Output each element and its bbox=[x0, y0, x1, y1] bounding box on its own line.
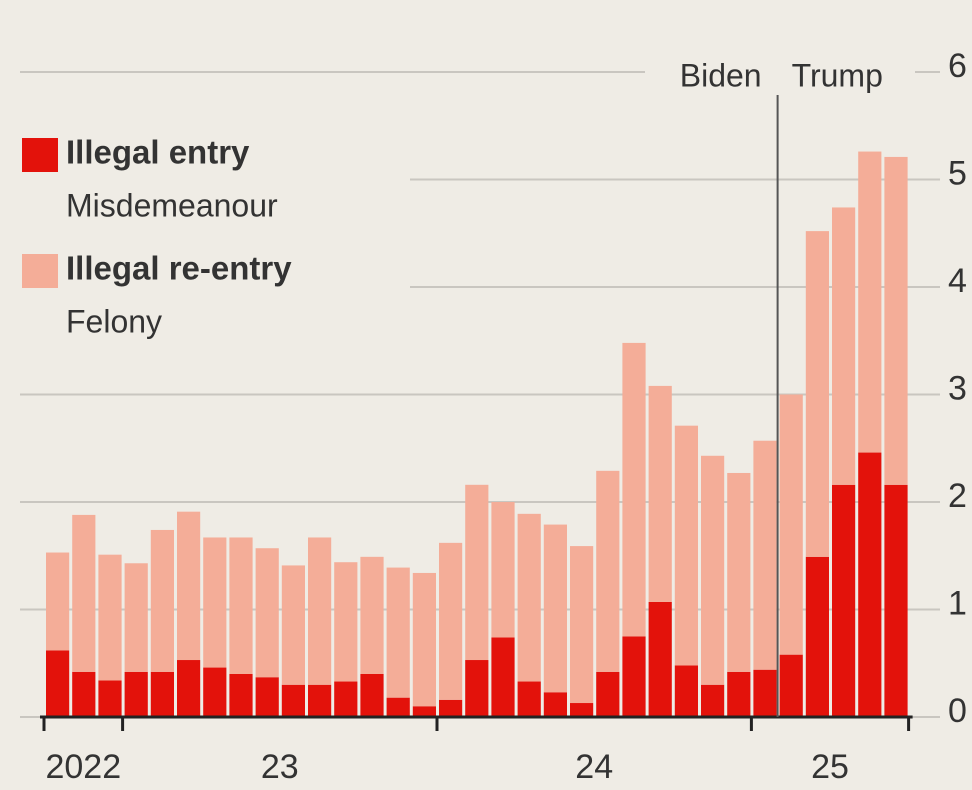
bar-segment bbox=[779, 394, 803, 655]
bar-segment bbox=[805, 231, 829, 557]
legend-bg bbox=[15, 130, 410, 345]
bar-segment bbox=[858, 151, 882, 453]
y-tick-label: 1 bbox=[948, 584, 967, 622]
bar-segment bbox=[255, 548, 279, 678]
divider-label: Trump bbox=[792, 57, 883, 93]
bar-segment bbox=[46, 552, 70, 651]
bar-segment bbox=[753, 669, 777, 717]
y-tick-label: 5 bbox=[948, 154, 967, 192]
bar-segment bbox=[439, 699, 463, 717]
y-tick-label: 6 bbox=[948, 47, 967, 85]
y-tick-label: 4 bbox=[948, 262, 967, 300]
legend-description: Felony bbox=[66, 303, 162, 339]
bar-segment bbox=[203, 667, 227, 717]
bar-segment bbox=[622, 342, 646, 637]
bar-segment bbox=[805, 556, 829, 717]
bar-segment bbox=[203, 537, 227, 668]
bar-segment bbox=[465, 660, 489, 717]
bar-segment bbox=[465, 484, 489, 661]
bar-segment bbox=[281, 684, 305, 717]
bar-segment bbox=[648, 601, 672, 717]
x-tick-label: 23 bbox=[261, 748, 299, 786]
bar-segment bbox=[543, 692, 567, 717]
bar-segment bbox=[648, 385, 672, 602]
divider-label: Biden bbox=[680, 57, 762, 93]
bar-segment bbox=[229, 674, 253, 717]
bar-segment bbox=[779, 654, 803, 717]
bar-segment bbox=[150, 671, 174, 717]
bar-segment bbox=[570, 703, 594, 717]
bar-segment bbox=[701, 455, 725, 685]
bar-segment bbox=[832, 484, 856, 717]
bar-segment bbox=[334, 562, 358, 682]
bar-segment bbox=[439, 542, 463, 700]
y-tick-label: 2 bbox=[948, 477, 967, 515]
bar-segment bbox=[124, 671, 148, 717]
bar-segment bbox=[124, 563, 148, 672]
y-tick-label: 3 bbox=[948, 369, 967, 407]
bar-segment bbox=[334, 681, 358, 717]
bar-segment bbox=[622, 636, 646, 717]
bar-segment bbox=[308, 537, 332, 685]
bar-segment bbox=[72, 671, 96, 717]
bar-segment bbox=[98, 554, 122, 681]
bar-segment bbox=[412, 572, 436, 707]
bar-segment bbox=[727, 472, 751, 672]
x-tick-label: 2022 bbox=[45, 748, 121, 786]
legend-swatch bbox=[22, 254, 58, 288]
legend-swatch bbox=[22, 138, 58, 172]
bar-segment bbox=[596, 470, 620, 672]
bar-segment bbox=[543, 524, 567, 693]
bar-segment bbox=[884, 484, 908, 717]
bar-segment bbox=[674, 425, 698, 666]
bar-segment bbox=[360, 674, 384, 717]
bar-segment bbox=[281, 565, 305, 685]
bar-segment bbox=[517, 681, 541, 717]
legend-label: Illegal re-entry bbox=[66, 250, 292, 287]
bar-segment bbox=[98, 680, 122, 717]
bar-segment bbox=[753, 440, 777, 670]
bar-segment bbox=[72, 514, 96, 672]
bar-segment bbox=[386, 697, 410, 717]
bar-segment bbox=[570, 546, 594, 704]
bar-segment bbox=[255, 677, 279, 717]
bar-segment bbox=[308, 684, 332, 717]
legend-label: Illegal entry bbox=[66, 134, 250, 171]
label-bg bbox=[645, 55, 915, 95]
bar-segment bbox=[46, 650, 70, 717]
bar-segment bbox=[596, 671, 620, 717]
y-tick-label: 0 bbox=[948, 692, 967, 730]
x-tick-label: 25 bbox=[811, 748, 849, 786]
bar-segment bbox=[177, 660, 201, 717]
bar-segment bbox=[360, 556, 384, 674]
bar-segment bbox=[701, 684, 725, 717]
bar-segment bbox=[858, 452, 882, 717]
bar-segment bbox=[412, 706, 436, 717]
legend-description: Misdemeanour bbox=[66, 187, 278, 223]
x-tick-label: 24 bbox=[575, 748, 613, 786]
bar-segment bbox=[386, 567, 410, 698]
bar-segment bbox=[229, 537, 253, 674]
bar-segment bbox=[727, 671, 751, 717]
bar-segment bbox=[517, 513, 541, 682]
bar-segment bbox=[177, 511, 201, 661]
bar-segment bbox=[150, 529, 174, 672]
bar-segment bbox=[491, 502, 515, 638]
bar-segment bbox=[832, 207, 856, 485]
bar-segment bbox=[674, 665, 698, 717]
bar-segment bbox=[491, 637, 515, 717]
bar-segment bbox=[884, 156, 908, 485]
